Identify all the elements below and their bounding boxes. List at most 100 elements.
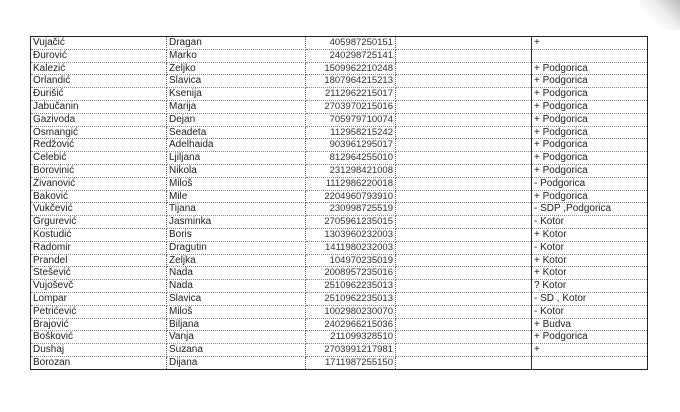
surname-cell: Redžović — [30, 138, 167, 153]
first-name-cell: Ljiljana — [166, 151, 306, 165]
note-cell — [395, 177, 532, 191]
table-row: Čelebić Ljiljana 812964255010 + Podgorica — [30, 151, 648, 165]
first-name-cell: Marija — [166, 100, 306, 114]
first-name-cell: Vanja — [166, 330, 306, 345]
status-cell: + Podgorica — [531, 87, 648, 101]
id-number-cell: 240298725141 — [305, 49, 396, 63]
first-name-cell: Marko — [166, 49, 306, 63]
note-cell — [395, 36, 532, 50]
status-cell: + Podgorica — [531, 190, 648, 204]
table-row: Vujoševč Nada 2510962235013 ? Kotor — [30, 279, 648, 293]
table-row: Vujačić Dragan 405987250151 + — [30, 36, 648, 50]
status-cell: - SDP ,Podgorica — [531, 202, 648, 217]
first-name-cell: Miloš — [166, 177, 306, 191]
id-number-cell: 231298421008 — [305, 164, 396, 178]
note-cell — [395, 215, 532, 229]
surname-cell: Borozan — [30, 356, 167, 370]
first-name-cell: Dragan — [166, 36, 306, 50]
first-name-cell: Nada — [166, 266, 306, 281]
first-name-cell: Nikola — [166, 164, 306, 178]
table-row: Dushaj Suzana 2703991217981 + — [30, 343, 648, 357]
id-number-cell: 2204960793910 — [305, 190, 396, 204]
id-number-cell: 211099328510 — [305, 330, 396, 345]
id-number-cell: 230998725519 — [305, 202, 396, 217]
table-row: Bošković Vanja 211099328510 + Podgorica — [30, 330, 648, 345]
note-cell — [395, 164, 532, 178]
note-cell — [395, 138, 532, 153]
note-cell — [395, 87, 532, 101]
table-row: Radomir Dragutin 1411980232003 - Kotor — [30, 241, 648, 255]
surname-cell: Čelebić — [30, 151, 167, 165]
id-number-cell: 1807964215213 — [305, 74, 396, 89]
surname-cell: Gazivoda — [30, 113, 167, 127]
first-name-cell: Biljana — [166, 318, 306, 332]
first-name-cell: Dejan — [166, 113, 306, 127]
surname-cell: Osmangić — [30, 126, 167, 140]
status-cell: + Podgorica — [531, 74, 648, 89]
first-name-cell: Slavica — [166, 292, 306, 306]
id-number-cell: 705979710074 — [305, 113, 396, 127]
status-cell: + — [531, 343, 648, 357]
first-name-cell: Jasminka — [166, 215, 306, 229]
status-cell: + Budva — [531, 318, 648, 332]
surname-cell: Baković — [30, 190, 167, 204]
note-cell — [395, 126, 532, 140]
surname-cell: Petrićević — [30, 305, 167, 319]
note-cell — [395, 62, 532, 76]
status-cell — [531, 356, 648, 370]
table-row: Kostudić Boris 1303960232003 + Kotor — [30, 228, 648, 242]
id-number-cell: 2703970215016 — [305, 100, 396, 114]
table-row: Borovinić Nikola 231298421008 + Podgorica — [30, 164, 648, 178]
id-number-cell: 1303960232003 — [305, 228, 396, 242]
note-cell — [395, 202, 532, 217]
note-cell — [395, 151, 532, 165]
status-cell: - Kotor — [531, 305, 648, 319]
voter-list-table: Vujačić Dragan 405987250151 + Đurović Marko 24… — [30, 36, 648, 370]
surname-cell: Kalezić — [30, 62, 167, 76]
note-cell — [395, 113, 532, 127]
first-name-cell: Boris — [166, 228, 306, 242]
id-number-cell: 2510962235013 — [305, 292, 396, 306]
surname-cell: Stešević — [30, 266, 167, 281]
surname-cell: Đurović — [30, 49, 167, 63]
id-number-cell: 2705961235015 — [305, 215, 396, 229]
table-row: Vukčević Tijana 230998725519 - SDP ,Podgori… — [30, 202, 648, 217]
status-cell: - Podgorica — [531, 177, 648, 191]
first-name-cell: Slavica — [166, 74, 306, 89]
note-cell — [395, 74, 532, 89]
first-name-cell: Dragutin — [166, 241, 306, 255]
surname-cell: Bošković — [30, 330, 167, 345]
note-cell — [395, 228, 532, 242]
first-name-cell: Seadeta — [166, 126, 306, 140]
surname-cell: Lompar — [30, 292, 167, 306]
id-number-cell: 2510962235013 — [305, 279, 396, 293]
table-row: Jabučanin Marija 2703970215016 + Podgorica — [30, 100, 648, 114]
surname-cell: Borovinić — [30, 164, 167, 178]
table-row: Brajović Biljana 2402966215036 + Budva — [30, 318, 648, 332]
surname-cell: Prandel — [30, 254, 167, 268]
table-row: Osmangić Seadeta 112958215242 + Podgorica — [30, 126, 648, 140]
note-cell — [395, 279, 532, 293]
first-name-cell: Suzana — [166, 343, 306, 357]
note-cell — [395, 356, 532, 370]
status-cell: + — [531, 36, 648, 50]
note-cell — [395, 241, 532, 255]
surname-cell: Vujoševč — [30, 279, 167, 293]
id-number-cell: 1112986220018 — [305, 177, 396, 191]
id-number-cell: 1411980232003 — [305, 241, 396, 255]
surname-cell: Brajović — [30, 318, 167, 332]
note-cell — [395, 318, 532, 332]
note-cell — [395, 190, 532, 204]
status-cell: + Podgorica — [531, 62, 648, 76]
note-cell — [395, 292, 532, 306]
surname-cell: Kostudić — [30, 228, 167, 242]
surname-cell: Vukčević — [30, 202, 167, 217]
first-name-cell: Željko — [166, 62, 306, 76]
status-cell: + Kotor — [531, 254, 648, 268]
surname-cell: Jabučanin — [30, 100, 167, 114]
first-name-cell: Mile — [166, 190, 306, 204]
status-cell: + Podgorica — [531, 138, 648, 153]
id-number-cell: 1509962210248 — [305, 62, 396, 76]
surname-cell: Radomir — [30, 241, 167, 255]
table-row: Borozan Dijana 1711987255150 — [30, 356, 648, 370]
